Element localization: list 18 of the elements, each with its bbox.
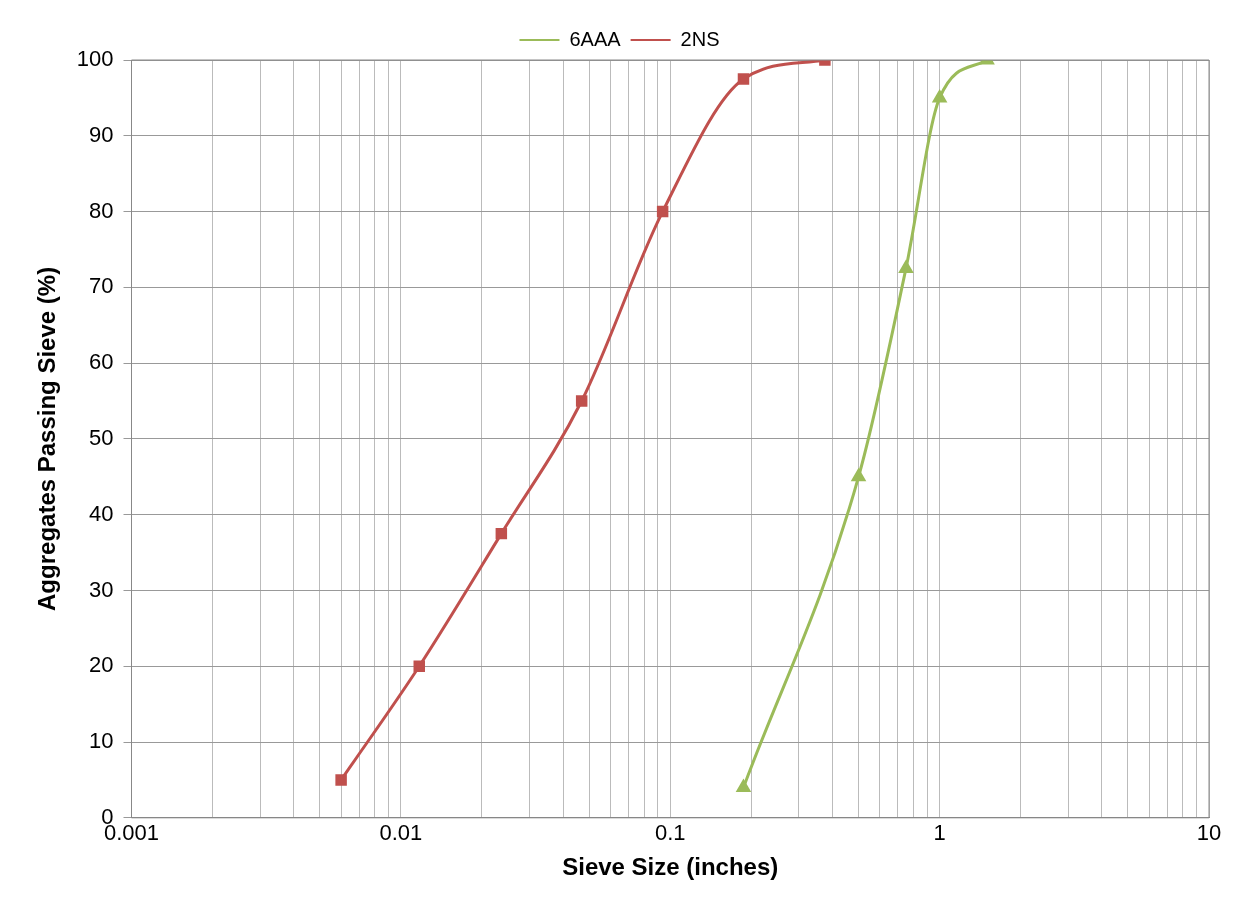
y-axis-title: Aggregates Passing Sieve (%) [33, 266, 61, 611]
y-tick-label: 20 [89, 652, 114, 678]
y-tick-label: 70 [89, 273, 114, 299]
x-tick-label: 1 [933, 820, 946, 846]
y-tick-label: 50 [89, 424, 114, 450]
y-tick-label: 90 [89, 121, 114, 147]
legend-label: 2NS [680, 27, 720, 50]
y-tick-label: 30 [89, 576, 114, 602]
y-tick-label: 60 [89, 349, 114, 375]
y-tick-label: 100 [76, 46, 114, 72]
x-axis-title: Sieve Size (inches) [562, 853, 779, 881]
y-tick-label: 80 [89, 197, 114, 223]
y-tick-label: 40 [89, 500, 114, 526]
x-tick-label: 0.1 [654, 820, 686, 846]
x-tick-label: 0.01 [379, 820, 423, 846]
y-tick-label: 10 [89, 728, 114, 754]
x-tick-label: 10 [1196, 820, 1222, 846]
legend-label: 6AAA [569, 27, 622, 50]
